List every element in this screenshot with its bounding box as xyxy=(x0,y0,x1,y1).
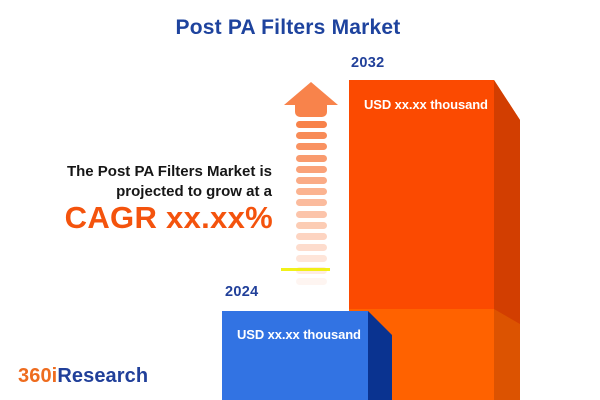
arrow-dash xyxy=(296,277,327,285)
arrow-dash xyxy=(296,210,327,218)
arrow-dash xyxy=(296,221,327,229)
bar-2032-side xyxy=(494,80,520,400)
brand-logo: 360iResearch xyxy=(18,365,148,388)
arrow-dash xyxy=(296,165,327,173)
bar-2024-front xyxy=(222,311,368,400)
bar-2032-value-label: USD xx.xx thousand xyxy=(364,97,488,112)
arrow-dash xyxy=(296,154,327,162)
summary-line-2: projected to grow at a xyxy=(116,182,272,200)
arrow-dash xyxy=(296,233,327,240)
brand-logo-prefix: 360i xyxy=(18,365,58,387)
bar-2024-value-label: USD xx.xx thousand xyxy=(237,327,361,342)
page-title: Post PA Filters Market xyxy=(175,16,401,39)
brand-logo-suffix: Research xyxy=(57,365,149,387)
summary-text: The Post PA Filters Market is projected … xyxy=(67,162,272,201)
summary-line-1: The Post PA Filters Market is xyxy=(66,163,272,180)
arrow-neck xyxy=(295,97,327,117)
yellow-accent-line xyxy=(281,268,330,271)
growth-arrow-dashes xyxy=(296,121,327,291)
arrow-dash xyxy=(296,143,327,151)
arrow-dash xyxy=(296,255,327,263)
bar-2032-year-label: 2032 xyxy=(351,55,385,71)
cagr-highlight: CAGR xx.xx% xyxy=(64,200,273,235)
arrow-dash xyxy=(296,199,327,207)
arrow-dash xyxy=(296,177,327,184)
arrow-dash xyxy=(296,132,327,140)
bar-2024-year-label: 2024 xyxy=(225,284,259,300)
bar-2032-front-upper xyxy=(349,80,494,309)
arrow-dash xyxy=(296,188,327,196)
arrow-dash xyxy=(296,121,327,128)
arrow-dash xyxy=(296,244,327,252)
